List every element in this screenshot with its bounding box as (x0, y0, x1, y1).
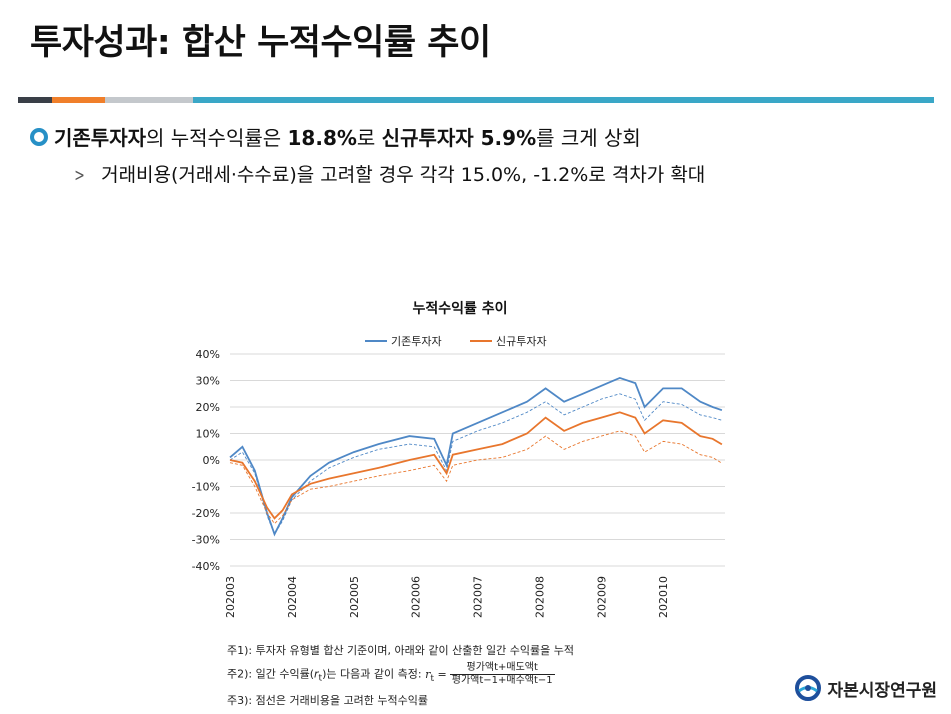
return-formula: rt = (425, 664, 447, 690)
y-tick-label: 20% (196, 401, 220, 414)
y-tick-label: -30% (192, 534, 220, 547)
y-tick-label: -10% (192, 481, 220, 494)
chart-y-axis: 40% 30% 20% 10% 0% -10% -20% -30% -40% (192, 348, 220, 573)
footnote-3: 주3): 점선은 거래비용을 고려한 누적수익률 (227, 693, 429, 707)
formula-numerator: 평가액t+매도액t (449, 662, 555, 675)
x-tick-label: 202005 (348, 576, 361, 618)
chart-series (229, 376, 723, 537)
title-rule-dark (18, 97, 52, 103)
footnote-2: 주2): 일간 수익률(rt)는 다음과 같이 측정: rt = 평가액t+매도… (227, 662, 574, 690)
y-tick-label: -20% (192, 507, 220, 520)
y-tick-label: 40% (196, 348, 220, 361)
legend-label: 신규투자자 (496, 335, 547, 348)
x-tick-label: 202008 (533, 576, 546, 618)
formula-eq: = (434, 667, 447, 681)
x-tick-label: 202007 (472, 576, 485, 618)
main-bullet-text-3: 를 크게 상회 (536, 126, 641, 150)
title-rule-gray (105, 97, 193, 103)
ring-bullet-icon (30, 128, 48, 146)
chart-legend: 기존투자자 신규투자자 (365, 335, 547, 348)
formula-fraction: 평가액t+매도액t 평가액t−1+매수액t−1 (449, 662, 555, 687)
formula-denominator: 평가액t−1+매수액t−1 (451, 675, 553, 686)
y-tick-label: -40% (192, 560, 220, 573)
logo: 자본시장연구원 (794, 674, 937, 702)
main-bullet-text-2: 로 (356, 126, 382, 150)
footnote-2-symbol-sub: t (318, 672, 323, 684)
logo-text: 자본시장연구원 (827, 680, 937, 701)
footnotes: 주1): 투자자 유형별 합산 기준이며, 아래와 같이 산출한 일간 수익률을… (227, 640, 574, 712)
chart-x-axis: 202003 202004 202005 202006 202007 202008 2020… (224, 576, 670, 618)
x-tick-label: 202009 (595, 576, 608, 618)
series-line (229, 430, 723, 525)
footnote-2-prefix: 주2): 일간 수익률( (227, 667, 315, 681)
main-bullet-text-1: 의 누적수익률은 (146, 126, 288, 150)
main-bullet-subject: 기존투자자 (54, 126, 146, 150)
main-bullet: 기존투자자의 누적수익률은 18.8%로 신규투자자 5.9%를 크게 상회 (30, 122, 641, 151)
footnote-2-symbol: r (314, 667, 319, 681)
x-tick-label: 202003 (224, 576, 237, 618)
series-line (229, 376, 723, 537)
series-line (229, 411, 723, 520)
footnote-1: 주1): 투자자 유형별 합산 기준이며, 아래와 같이 산출한 일간 수익률을… (227, 644, 574, 657)
chart-title: 누적수익률 추이 (412, 300, 507, 317)
y-tick-label: 30% (196, 375, 220, 388)
title-rule-blue (193, 97, 934, 103)
legend-label: 기존투자자 (391, 335, 442, 348)
x-tick-label: 202006 (410, 576, 423, 618)
chart-grid (230, 353, 725, 567)
formula-lhs: r (425, 667, 431, 681)
chevron-right-icon: > (74, 165, 85, 186)
sub-bullet-text: 거래비용(거래세·수수료)을 고려할 경우 각각 15.0%, -1.2%로 격… (101, 164, 706, 186)
formula-lhs-sub: t (430, 672, 435, 684)
series-line (229, 393, 723, 536)
page-title: 투자성과: 합산 누적수익률 추이 (30, 23, 491, 63)
cumulative-return-chart: 누적수익률 추이 기존투자자 신규투자자 40% 30% 20% 10% 0% -10% -2… (192, 300, 725, 618)
y-tick-label: 10% (196, 428, 220, 441)
x-tick-label: 202004 (286, 576, 299, 618)
x-tick-label: 202010 (657, 576, 670, 618)
main-bullet-value-2: 신규투자자 5.9% (381, 126, 537, 150)
sub-bullet: > 거래비용(거래세·수수료)을 고려할 경우 각각 15.0%, -1.2%로 … (72, 160, 705, 187)
footnote-2-mid: )는 다음과 같이 측정: (322, 667, 426, 681)
main-bullet-value-1: 18.8% (287, 126, 357, 150)
kcmi-logo-icon (794, 675, 821, 701)
y-tick-label: 0% (203, 454, 220, 467)
title-rule-orange (52, 97, 105, 103)
